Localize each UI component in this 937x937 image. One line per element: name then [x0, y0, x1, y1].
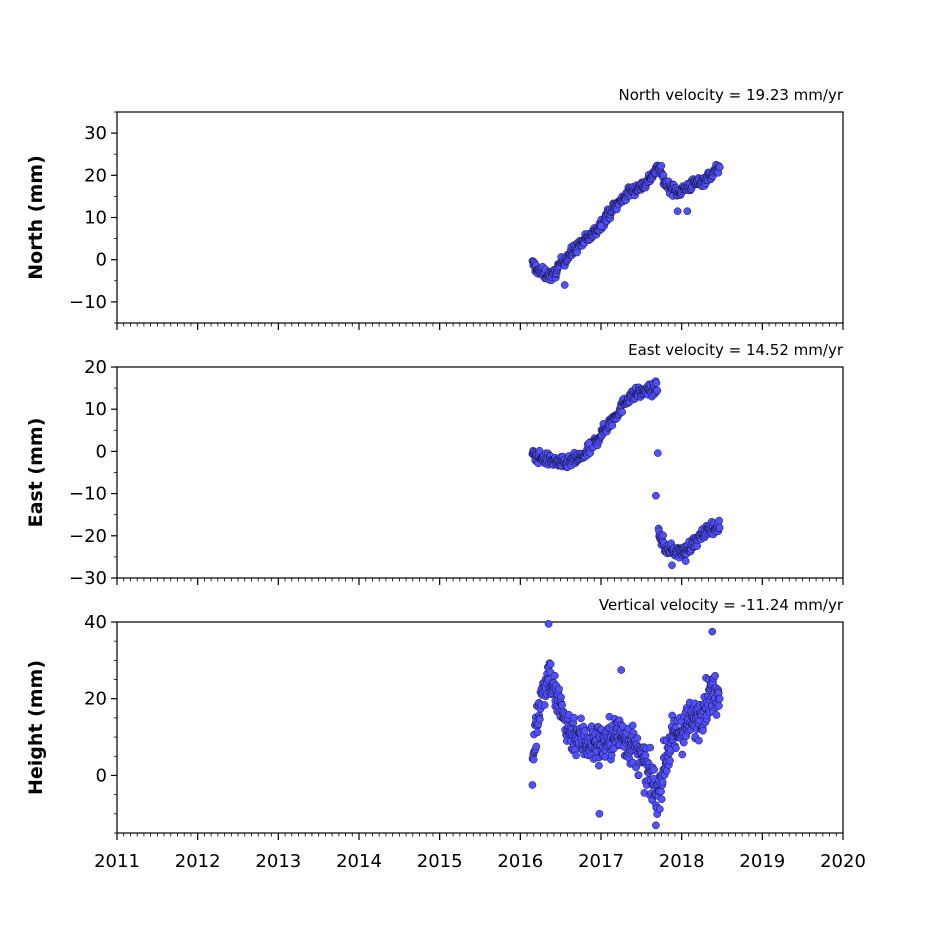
data-point: [652, 379, 661, 387]
data-point: [585, 439, 593, 447]
data-point: [618, 408, 626, 416]
data-point: [558, 701, 566, 709]
y-tick-label: 20: [84, 357, 107, 378]
data-point: [580, 727, 589, 736]
data-point: [532, 742, 541, 751]
data-point: [657, 795, 666, 804]
height-panel: Vertical velocity = -11.24 mm/yr Height (…: [25, 596, 866, 872]
x-tick-label: 2015: [417, 851, 463, 872]
data-point: [652, 491, 660, 500]
data-point: [633, 734, 642, 743]
data-point: [715, 694, 724, 703]
y-axis-label: East (mm): [25, 418, 47, 528]
data-point: [597, 222, 605, 230]
x-tick-label: 2013: [255, 851, 301, 872]
y-tick-label: 10: [84, 399, 107, 420]
data-point: [533, 728, 542, 737]
data-point: [678, 750, 687, 759]
data-point: [658, 778, 667, 786]
data-point: [711, 671, 719, 680]
data-point: [681, 557, 690, 565]
data-point: [715, 701, 723, 710]
data-point: [657, 787, 665, 796]
y-tick-label: 20: [84, 165, 107, 186]
data-point: [655, 805, 664, 813]
data-point: [650, 765, 658, 774]
y-tick-label: 0: [96, 250, 107, 271]
data-point: [641, 751, 650, 760]
plot-frame: [116, 621, 844, 834]
data-point: [551, 671, 559, 680]
data-point: [535, 715, 544, 724]
data-point: [653, 449, 662, 457]
data-point: [528, 781, 537, 789]
data-point: [657, 161, 666, 170]
data-point: [560, 281, 569, 289]
y-tick-label: −10: [69, 484, 107, 505]
y-tick-label: 20: [84, 689, 107, 710]
data-point: [708, 627, 717, 636]
x-tick-label: 2011: [94, 851, 140, 872]
data-point: [652, 821, 660, 830]
x-tick-label: 2018: [659, 851, 705, 872]
data-point: [529, 755, 538, 764]
data-point: [628, 721, 637, 730]
data-point: [715, 523, 724, 532]
data-point: [634, 771, 643, 779]
y-tick-label: −10: [69, 292, 107, 313]
data-point: [673, 207, 682, 216]
data-point: [715, 163, 724, 172]
plot-frame: [116, 111, 844, 324]
data-point: [569, 713, 578, 722]
x-tick-label: 2019: [739, 851, 785, 872]
data-point: [555, 685, 563, 693]
plot-frame: [116, 366, 844, 579]
y-axis-label: North (mm): [25, 155, 47, 280]
data-point: [577, 714, 585, 723]
data-point: [546, 660, 555, 669]
y-tick-label: 10: [84, 208, 107, 229]
y-tick-label: −30: [69, 568, 107, 589]
y-tick-label: 0: [96, 441, 107, 462]
data-point: [646, 743, 655, 752]
data-point: [715, 516, 723, 525]
y-tick-label: 30: [84, 123, 107, 144]
y-tick-label: 40: [84, 612, 107, 633]
data-point: [653, 386, 662, 395]
y-tick-label: 0: [96, 765, 107, 786]
y-axis-label: Height (mm): [25, 660, 47, 795]
x-tick-label: 2017: [578, 851, 624, 872]
data-point: [595, 809, 604, 818]
y-tick-label: −20: [69, 526, 107, 547]
x-tick-label: 2012: [175, 851, 221, 872]
panel-title: East velocity = 14.52 mm/yr: [628, 341, 844, 359]
panel-title: Vertical velocity = -11.24 mm/yr: [599, 596, 844, 614]
data-point: [672, 744, 680, 753]
data-point: [540, 701, 549, 709]
x-tick-label: 2020: [820, 851, 866, 872]
panel-title: North velocity = 19.23 mm/yr: [619, 86, 844, 104]
data-point: [683, 207, 692, 216]
data-point: [712, 711, 721, 719]
north-panel: North velocity = 19.23 mm/yr North (mm) −1…: [25, 86, 844, 330]
data-point: [668, 561, 676, 570]
data-point: [666, 756, 674, 765]
data-point: [679, 738, 688, 747]
x-tick-label: 2014: [336, 851, 382, 872]
data-point: [659, 531, 667, 540]
data-point: [595, 761, 603, 770]
data-point: [572, 751, 580, 760]
data-point: [695, 736, 703, 745]
x-tick-label: 2016: [497, 851, 543, 872]
data-point: [617, 666, 626, 674]
data-point: [544, 620, 553, 628]
east-panel: East velocity = 14.52 mm/yr East (mm) −30 −…: [25, 341, 844, 589]
data-point: [699, 726, 707, 735]
